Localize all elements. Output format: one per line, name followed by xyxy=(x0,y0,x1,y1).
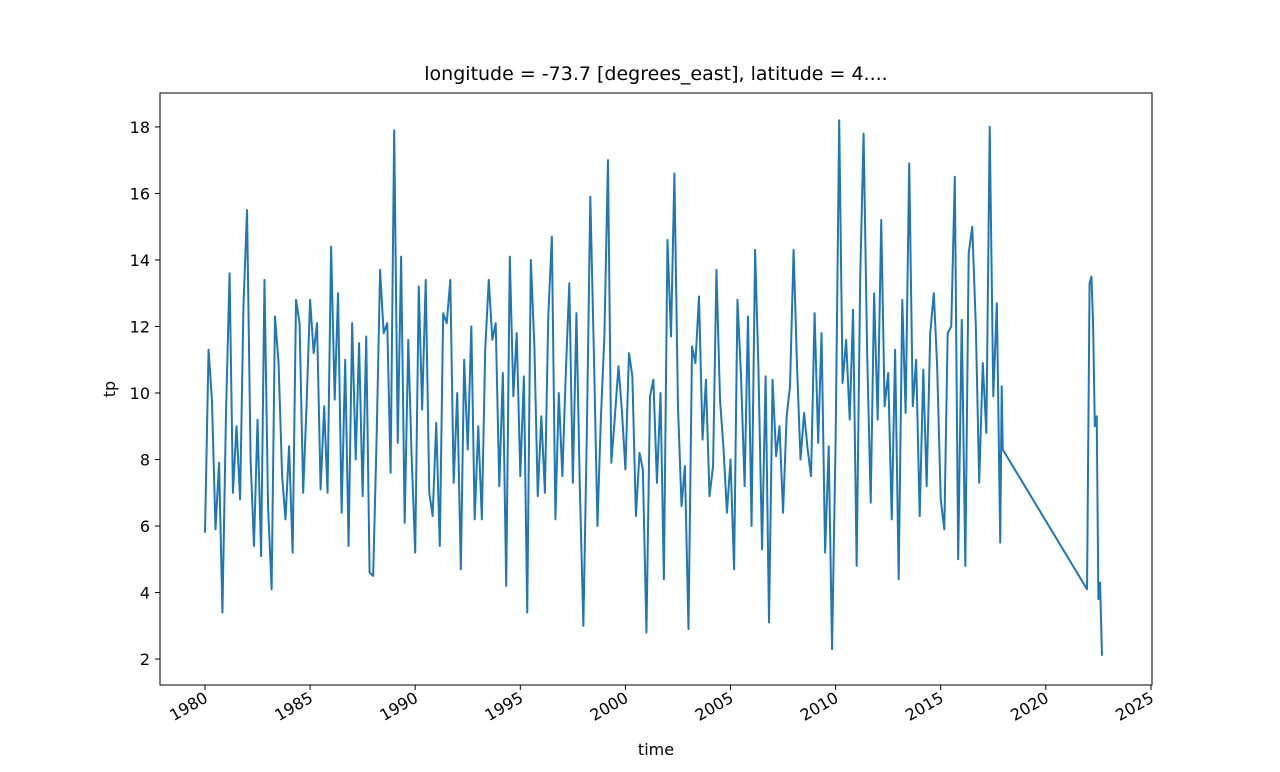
y-tick-label: 10 xyxy=(130,384,150,403)
y-tick-label: 16 xyxy=(130,184,150,203)
y-tick-label: 4 xyxy=(140,584,150,603)
x-axis-label: time xyxy=(638,740,674,759)
chart-title: longitude = -73.7 [degrees_east], latitu… xyxy=(424,63,887,85)
plot-frame xyxy=(159,92,1153,686)
y-tick-label: 18 xyxy=(130,118,150,137)
y-axis-label: tp xyxy=(100,381,119,397)
data-line xyxy=(203,119,1103,656)
y-tick-label: 8 xyxy=(140,451,150,470)
y-tick-label: 6 xyxy=(140,517,150,536)
y-tick-label: 12 xyxy=(130,317,150,336)
y-tick-label: 2 xyxy=(140,650,150,669)
y-tick-label: 14 xyxy=(130,251,150,270)
